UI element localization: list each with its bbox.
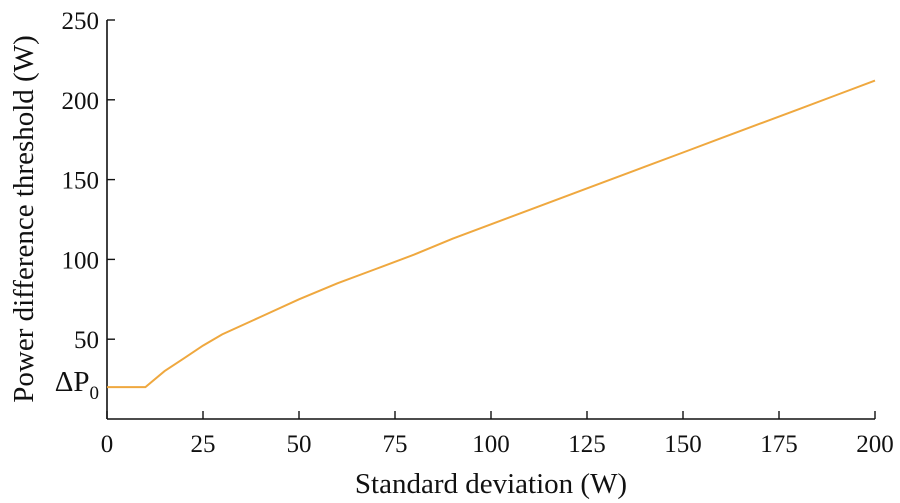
series-group xyxy=(107,79,876,389)
y-tick-label: 100 xyxy=(62,247,100,274)
x-tick-label: 125 xyxy=(568,431,606,458)
x-ticks: 0 25 50 75 100 125 150 175 200 xyxy=(101,411,894,458)
delta-p0-annotation: ΔP0 xyxy=(55,366,99,404)
delta-p0-subscript: 0 xyxy=(90,383,100,404)
x-tick-label: 25 xyxy=(191,431,216,458)
y-tick-label: 200 xyxy=(62,88,100,115)
axes xyxy=(106,20,875,420)
y-tick-label: 150 xyxy=(62,168,100,195)
x-tick-label: 75 xyxy=(383,431,408,458)
x-tick-label: 150 xyxy=(664,431,702,458)
x-tick-label: 50 xyxy=(287,431,312,458)
x-tick-label: 200 xyxy=(856,431,894,458)
y-ticks: 50 100 150 200 250 xyxy=(62,8,115,354)
delta-p0-main: ΔP xyxy=(55,366,90,398)
x-tick-label: 100 xyxy=(472,431,510,458)
x-tick-label: 0 xyxy=(101,431,114,458)
x-axis-title: Standard deviation (W) xyxy=(355,468,627,500)
x-tick-label: 175 xyxy=(760,431,798,458)
series-line xyxy=(107,79,876,389)
y-tick-label: 250 xyxy=(62,8,100,35)
y-tick-label: 50 xyxy=(74,327,99,354)
y-axis-title: Power difference threshold (W) xyxy=(8,35,40,402)
